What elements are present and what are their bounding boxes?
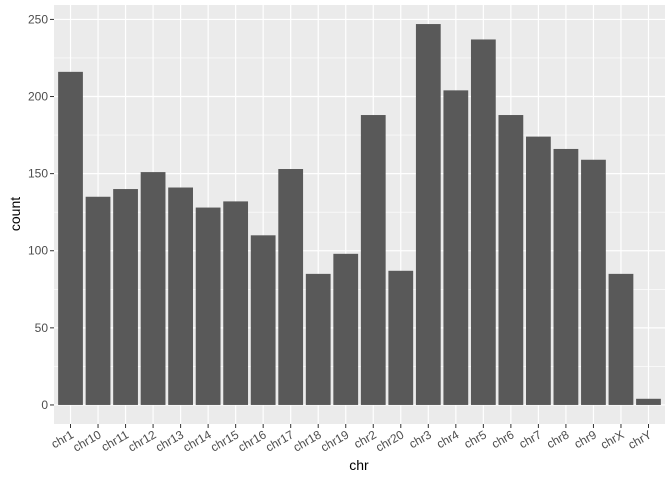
bar xyxy=(553,148,579,405)
bar xyxy=(608,273,634,405)
y-tick-label: 250 xyxy=(28,12,48,26)
x-tick-label: chr1 xyxy=(49,427,76,451)
bar xyxy=(636,398,661,405)
y-tick-label: 50 xyxy=(35,321,49,335)
x-tick-label: chr8 xyxy=(544,427,571,451)
bar xyxy=(195,207,221,405)
y-tick-label: 150 xyxy=(28,167,48,181)
x-tick-label: chr3 xyxy=(407,427,434,451)
x-tick-label: chr5 xyxy=(462,427,489,451)
bar xyxy=(498,115,524,405)
x-tick-label: chr6 xyxy=(489,427,516,451)
x-axis-title: chr xyxy=(349,457,369,473)
x-tick-label: chr9 xyxy=(572,427,599,451)
bar xyxy=(168,187,193,405)
bar xyxy=(388,270,414,405)
x-tick-label: chr20 xyxy=(373,427,406,454)
x-tick-label: chr19 xyxy=(318,427,351,454)
bar xyxy=(470,39,496,405)
y-tick-label: 100 xyxy=(28,244,48,258)
bar xyxy=(223,201,249,405)
x-tick-label: chr4 xyxy=(434,427,461,451)
plot-layer xyxy=(54,5,665,424)
bar xyxy=(581,159,606,405)
x-tick-label: chrY xyxy=(626,427,654,451)
y-axis-title: count xyxy=(7,197,23,231)
y-tick-label: 0 xyxy=(41,398,48,412)
bar xyxy=(140,172,166,405)
bar xyxy=(526,136,551,405)
x-tick-label: chr7 xyxy=(517,427,544,451)
bar xyxy=(278,169,304,405)
bar xyxy=(85,196,111,405)
y-tick-label: 200 xyxy=(28,90,48,104)
bar xyxy=(415,24,441,405)
x-tick-label: chr2 xyxy=(352,427,379,451)
x-tick-label: chr11 xyxy=(99,427,132,454)
bar xyxy=(250,235,276,405)
x-tick-label: chrX xyxy=(598,427,626,451)
bar xyxy=(58,71,83,405)
bar xyxy=(113,189,138,405)
bar xyxy=(305,273,331,405)
bar xyxy=(360,115,386,405)
bar xyxy=(333,253,359,405)
bar xyxy=(443,90,469,405)
